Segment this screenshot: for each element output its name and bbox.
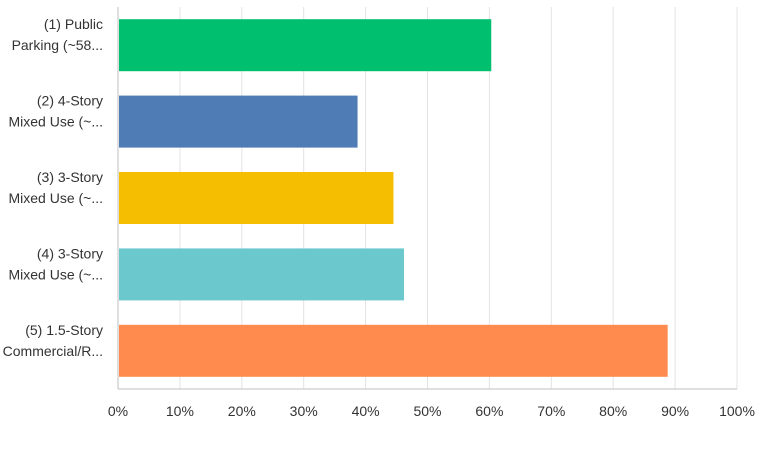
bars <box>119 19 668 377</box>
category-label-line: (4) 3-Story <box>37 245 103 261</box>
category-label: (2) 4-Story Mixed Use (~... <box>8 93 103 130</box>
bar <box>119 248 404 301</box>
bar <box>119 324 668 377</box>
x-tick-label: 50% <box>413 403 441 419</box>
x-tick-label: 30% <box>290 403 318 419</box>
x-tick-label: 10% <box>166 403 194 419</box>
x-tick-label: 40% <box>352 403 380 419</box>
category-label-line: Commercial/R... <box>3 343 103 359</box>
category-label-line: Mixed Use (~... <box>8 266 103 282</box>
x-tick-label: 60% <box>475 403 503 419</box>
axes <box>117 7 737 390</box>
category-label-line: Mixed Use (~... <box>8 114 103 130</box>
bar <box>119 95 358 148</box>
category-labels: (1) Public Parking (~58... (2) 4-Story Mixe… <box>3 16 103 359</box>
category-label: (3) 3-Story Mixed Use (~... <box>8 169 103 206</box>
category-label-line: (5) 1.5-Story <box>25 322 103 338</box>
category-label: (4) 3-Story Mixed Use (~... <box>8 245 103 282</box>
bar <box>119 172 394 224</box>
category-label-line: (3) 3-Story <box>37 169 103 185</box>
x-tick-label: 100% <box>719 403 755 419</box>
category-label-line: Parking (~58... <box>12 37 103 53</box>
x-tick-labels: 0% 10% 20% 30% 40% 50% 60% 70% 80% 90% 100% <box>108 403 755 419</box>
x-tick-label: 70% <box>537 403 565 419</box>
category-label: (1) Public Parking (~58... <box>12 16 103 53</box>
category-label-line: (1) Public <box>44 16 103 32</box>
x-tick-label: 0% <box>108 403 128 419</box>
x-tick-label: 90% <box>661 403 689 419</box>
category-label: (5) 1.5-Story Commercial/R... <box>3 322 103 359</box>
x-tick-label: 20% <box>228 403 256 419</box>
category-label-line: (2) 4-Story <box>37 93 103 109</box>
bar <box>119 19 492 72</box>
category-label-line: Mixed Use (~... <box>8 190 103 206</box>
x-tick-label: 80% <box>599 403 627 419</box>
